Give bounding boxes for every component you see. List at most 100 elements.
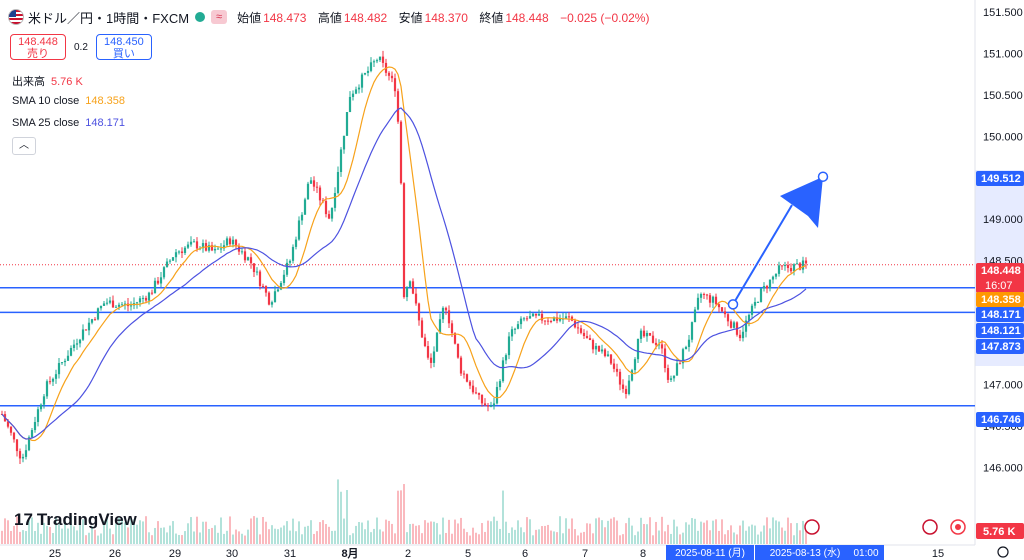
volume-indicator[interactable]: 出来高 5.76 K [12, 73, 83, 89]
sell-button[interactable]: 148.448 売り [10, 34, 66, 60]
y-tick-label: 150.500 [983, 90, 1023, 102]
change-value: −0.025 (−0.02%) [560, 10, 650, 25]
volume-bar [454, 519, 456, 544]
sma10-label: SMA 10 close [12, 95, 80, 107]
tradingview-logo[interactable]: 17 TradingView [14, 510, 137, 530]
volume-bar [265, 521, 267, 544]
volume-bar [268, 529, 270, 544]
candle-body [609, 354, 613, 364]
volume-bar [661, 516, 663, 544]
sma10-indicator[interactable]: SMA 10 close 148.358 [12, 95, 125, 107]
candle-body [783, 265, 787, 267]
candle-body [324, 200, 328, 215]
volume-bar [727, 530, 729, 544]
sma25-indicator[interactable]: SMA 25 close 148.171 [12, 117, 125, 129]
candle-body [759, 288, 763, 302]
volume-bar [37, 522, 39, 544]
volume-bar [538, 529, 540, 544]
candle-body [270, 302, 274, 305]
candle-body [498, 381, 502, 388]
volume-bar [451, 533, 453, 544]
volume-bar [232, 534, 234, 544]
candle-body [456, 343, 460, 358]
volume-bar [736, 534, 738, 544]
symbol-title[interactable]: 米ドル／円・1時間・FXCM [28, 10, 190, 26]
volume-bar [322, 520, 324, 544]
candle-body [678, 363, 682, 365]
candle-body [117, 304, 121, 307]
candle-body [549, 321, 553, 323]
candle-body [99, 305, 103, 309]
x-tick-label: 01:00 [853, 548, 878, 559]
buy-label: 買い [112, 48, 135, 60]
price-label: 149.512 [981, 173, 1021, 185]
candle-body [294, 239, 298, 247]
candle-body [213, 248, 217, 251]
volume-bar [436, 523, 438, 544]
candle-body [768, 279, 772, 289]
date-range-tag [848, 545, 884, 560]
candle-body [291, 246, 295, 261]
volume-bar [496, 520, 498, 544]
x-tick-label: 25 [49, 548, 61, 560]
trade-boxes: 148.448 売り 0.2 148.450 買い [10, 34, 152, 60]
candle-body [504, 355, 508, 361]
candle-body [546, 320, 550, 322]
candle-body [147, 292, 151, 301]
candle-body [777, 265, 781, 274]
candle-body [537, 313, 541, 316]
volume-bar [28, 520, 30, 544]
collapse-legend-button[interactable]: ︿ [12, 137, 36, 155]
volume-bar [781, 527, 783, 544]
candle-body [60, 362, 64, 364]
candle-body [744, 320, 748, 332]
candle-body [591, 339, 595, 350]
volume-bar [505, 521, 507, 544]
candle-body [534, 313, 538, 316]
price-label-bg [976, 171, 1024, 186]
candle-body [264, 286, 268, 293]
volume-bar [385, 519, 387, 544]
volume-bar [61, 528, 63, 544]
buy-button[interactable]: 148.450 買い [95, 34, 152, 60]
candle-body [405, 286, 409, 298]
volume-bar [469, 535, 471, 544]
sell-label: 売り [27, 48, 49, 60]
candle-body [282, 274, 286, 283]
volume-bar [130, 517, 132, 544]
candle-body [714, 296, 718, 305]
candle-body [771, 276, 775, 280]
candle-body [387, 72, 391, 76]
close-value: 148.448 [505, 10, 549, 25]
price-label: 146.746 [981, 414, 1021, 426]
candle-body [438, 319, 442, 333]
volume-bar [418, 525, 420, 544]
candle-body [180, 251, 184, 254]
candle-body [279, 282, 283, 290]
x-tick-label: 7 [582, 548, 588, 560]
volume-bar [10, 530, 12, 544]
candle-body [618, 371, 622, 385]
volume-bar [802, 520, 804, 544]
volume-bar [217, 532, 219, 544]
volume-bar [442, 517, 444, 544]
logo-text: TradingView [36, 510, 137, 529]
event-flag-icon [922, 519, 938, 535]
volume-bar [634, 535, 636, 544]
candle-body [432, 351, 436, 363]
candle-body [702, 294, 706, 296]
wave-icon[interactable]: ≈ [211, 10, 228, 24]
volume-bar [565, 518, 567, 544]
x-tick-label: 2 [405, 548, 411, 560]
candle-body [414, 293, 418, 304]
volume-bar [679, 534, 681, 544]
candle-body [696, 297, 700, 310]
volume-bar [709, 530, 711, 544]
volume-bar [52, 533, 54, 544]
candle-body [69, 347, 73, 356]
y-tick-label: 149.000 [983, 214, 1023, 226]
volume-bar [259, 534, 261, 544]
candle-body [582, 332, 586, 337]
price-label-bg [976, 339, 1024, 354]
